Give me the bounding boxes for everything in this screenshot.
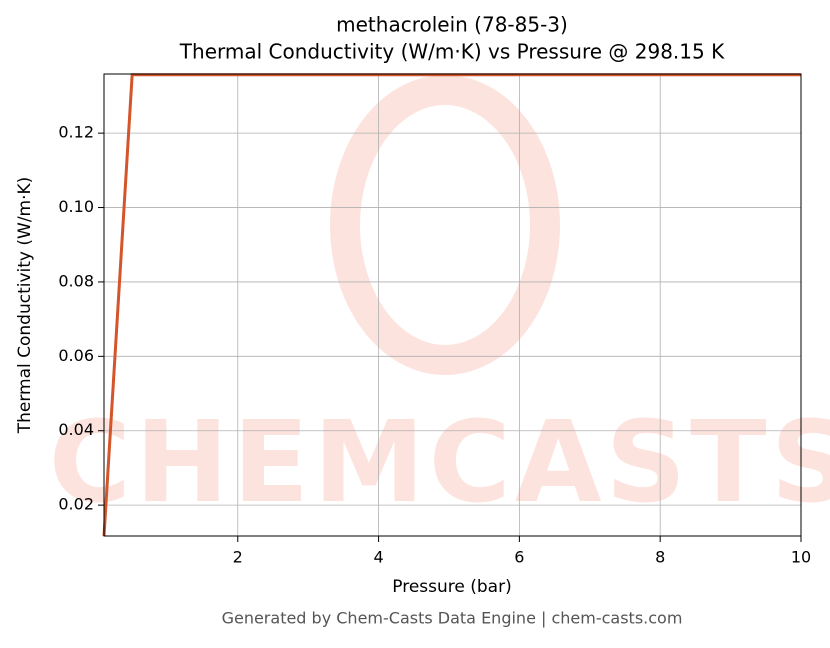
watermark: CHEMCASTS xyxy=(49,398,830,528)
y-tick-label: 0.02 xyxy=(58,495,94,514)
footer: Generated by Chem-Casts Data Engine | ch… xyxy=(222,609,683,628)
y-tick-label: 0.08 xyxy=(58,271,94,290)
watermark-logo xyxy=(330,75,560,375)
chart-subtitle: Thermal Conductivity (W/m·K) vs Pressure… xyxy=(179,40,725,64)
x-tick-label: 6 xyxy=(514,548,524,567)
watermark-group: CHEMCASTS xyxy=(49,75,830,528)
x-tick-label: 10 xyxy=(791,548,811,567)
y-axis-label: Thermal Conductivity (W/m·K) xyxy=(15,177,35,435)
chart-title: methacrolein (78-85-3) xyxy=(336,13,568,37)
plot-frame xyxy=(103,73,802,537)
y-tick-label: 0.06 xyxy=(58,346,94,365)
y-tick-label: 0.12 xyxy=(58,123,94,142)
line-series xyxy=(102,73,801,537)
x-tick-label: 2 xyxy=(233,548,243,567)
y-tick-label: 0.04 xyxy=(58,420,94,439)
x-tick-label: 8 xyxy=(655,548,665,567)
x-axis-label: Pressure (bar) xyxy=(392,577,511,597)
x-tick-label: 4 xyxy=(373,548,383,567)
y-tick-label: 0.10 xyxy=(58,197,94,216)
